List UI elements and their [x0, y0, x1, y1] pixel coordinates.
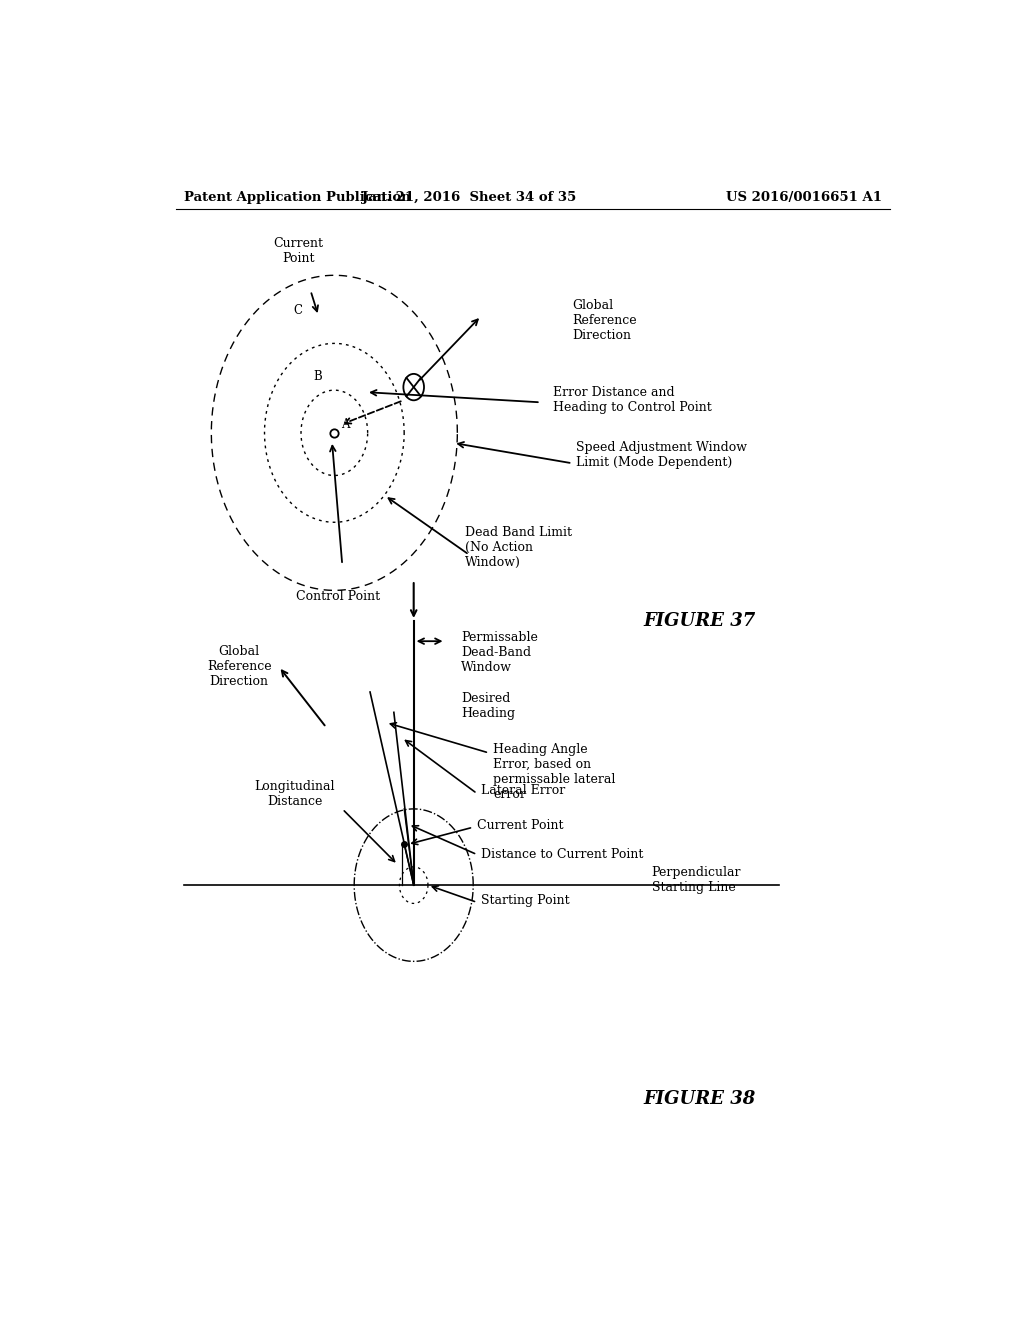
Text: FIGURE 38: FIGURE 38: [643, 1089, 756, 1107]
Text: Permissable
Dead-Band
Window: Permissable Dead-Band Window: [461, 631, 539, 675]
Text: Starting Point: Starting Point: [481, 894, 569, 907]
Text: A: A: [341, 418, 349, 430]
Text: Global
Reference
Direction: Global Reference Direction: [572, 298, 637, 342]
Text: Control Point: Control Point: [296, 590, 380, 603]
Text: Dead Band Limit
(No Action
Window): Dead Band Limit (No Action Window): [465, 527, 572, 569]
Text: Longitudinal
Distance: Longitudinal Distance: [254, 780, 335, 808]
Text: Heading Angle
Error, based on
permissable lateral
error: Heading Angle Error, based on permissabl…: [494, 743, 615, 801]
Text: Lateral Error: Lateral Error: [481, 784, 565, 797]
Text: Error Distance and
Heading to Control Point: Error Distance and Heading to Control Po…: [553, 387, 712, 414]
Text: Distance to Current Point: Distance to Current Point: [481, 849, 643, 861]
Text: Patent Application Publication: Patent Application Publication: [183, 190, 411, 203]
Text: C: C: [294, 305, 303, 317]
Text: Speed Adjustment Window
Limit (Mode Dependent): Speed Adjustment Window Limit (Mode Depe…: [577, 441, 748, 469]
Text: Global
Reference
Direction: Global Reference Direction: [207, 645, 271, 688]
Text: Current
Point: Current Point: [273, 238, 324, 265]
Text: US 2016/0016651 A1: US 2016/0016651 A1: [726, 190, 882, 203]
Text: B: B: [313, 371, 323, 383]
Text: Jan. 21, 2016  Sheet 34 of 35: Jan. 21, 2016 Sheet 34 of 35: [362, 190, 577, 203]
Text: Desired
Heading: Desired Heading: [461, 692, 515, 719]
Text: Perpendicular
Starting Line: Perpendicular Starting Line: [652, 866, 741, 894]
Text: Current Point: Current Point: [477, 818, 563, 832]
Text: FIGURE 37: FIGURE 37: [643, 612, 756, 630]
